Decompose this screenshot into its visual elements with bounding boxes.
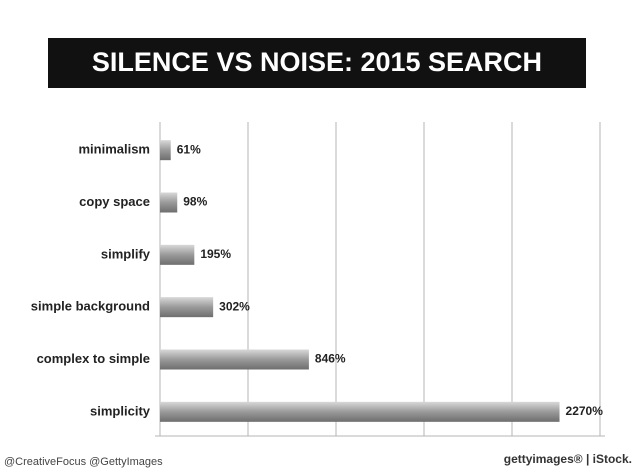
bar xyxy=(160,401,560,422)
y-tick-label: simplify xyxy=(101,246,151,261)
value-label: 302% xyxy=(219,299,250,313)
y-tick-label: minimalism xyxy=(78,142,150,157)
value-label: 2270% xyxy=(566,404,604,418)
bar xyxy=(160,297,214,318)
bar xyxy=(160,140,171,161)
source: gettyimages® | iStock. xyxy=(504,452,632,466)
bar xyxy=(160,244,195,265)
credit: @CreativeFocus @GettyImages xyxy=(4,456,163,468)
value-label: 98% xyxy=(183,195,207,209)
y-tick-label: simple background xyxy=(31,299,150,314)
title-box xyxy=(48,38,586,88)
bar xyxy=(160,192,178,213)
value-label: 195% xyxy=(200,247,231,261)
y-tick-label: complex to simple xyxy=(37,351,150,366)
y-tick-label: copy space xyxy=(79,194,150,209)
y-tick-label: simplicity xyxy=(90,403,151,418)
value-label: 61% xyxy=(177,142,201,156)
value-label: 846% xyxy=(315,352,346,366)
chart-title: SILENCE VS NOISE: 2015 SEARCH xyxy=(92,47,542,77)
bar xyxy=(160,349,309,370)
